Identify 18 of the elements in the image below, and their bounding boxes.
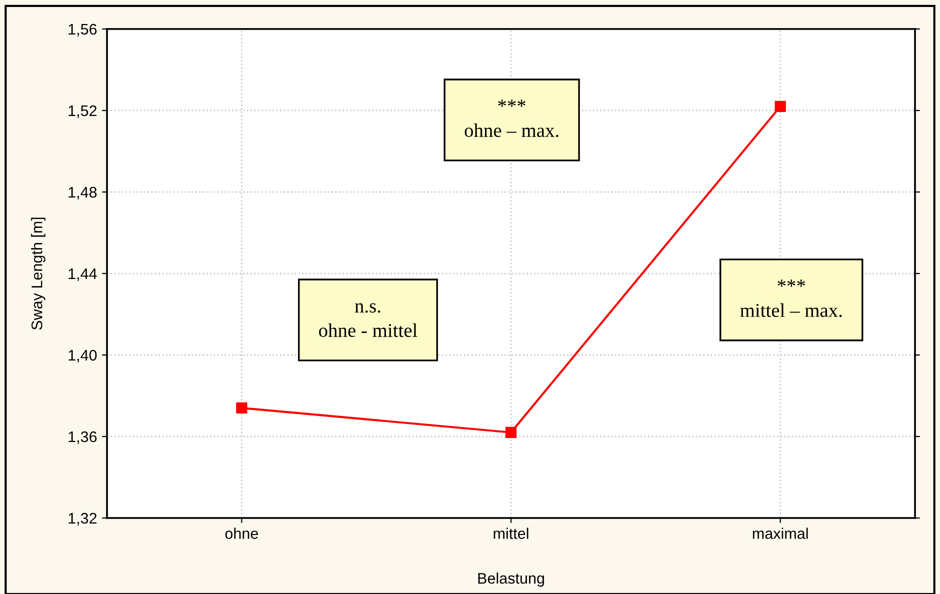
point	[774, 100, 786, 112]
y-tick-label: 1,32	[68, 512, 97, 526]
annotation: *** mittel – max.	[740, 280, 842, 318]
y-tick-label: 1,36	[68, 431, 97, 444]
y-tick-label: 1,48	[68, 186, 97, 200]
y-tick-label: 1,56	[68, 24, 97, 36]
annotation: n.s. ohne - mittel	[319, 303, 418, 338]
x-axis-title: Belastung	[478, 572, 544, 587]
y-tick-label: 1,52	[68, 105, 97, 118]
y-tick-label: 1,40	[68, 350, 97, 362]
annotation: *** ohne – max.	[464, 100, 558, 138]
point	[236, 402, 248, 414]
point	[505, 426, 517, 438]
x-tick-label: ohne	[225, 528, 258, 539]
y-axis-title: Sway Length [m]	[31, 218, 46, 330]
x-tick-label: maximal	[752, 528, 808, 539]
x-tick-label: mittel	[494, 528, 528, 539]
y-tick-label: 1,44	[68, 268, 97, 281]
